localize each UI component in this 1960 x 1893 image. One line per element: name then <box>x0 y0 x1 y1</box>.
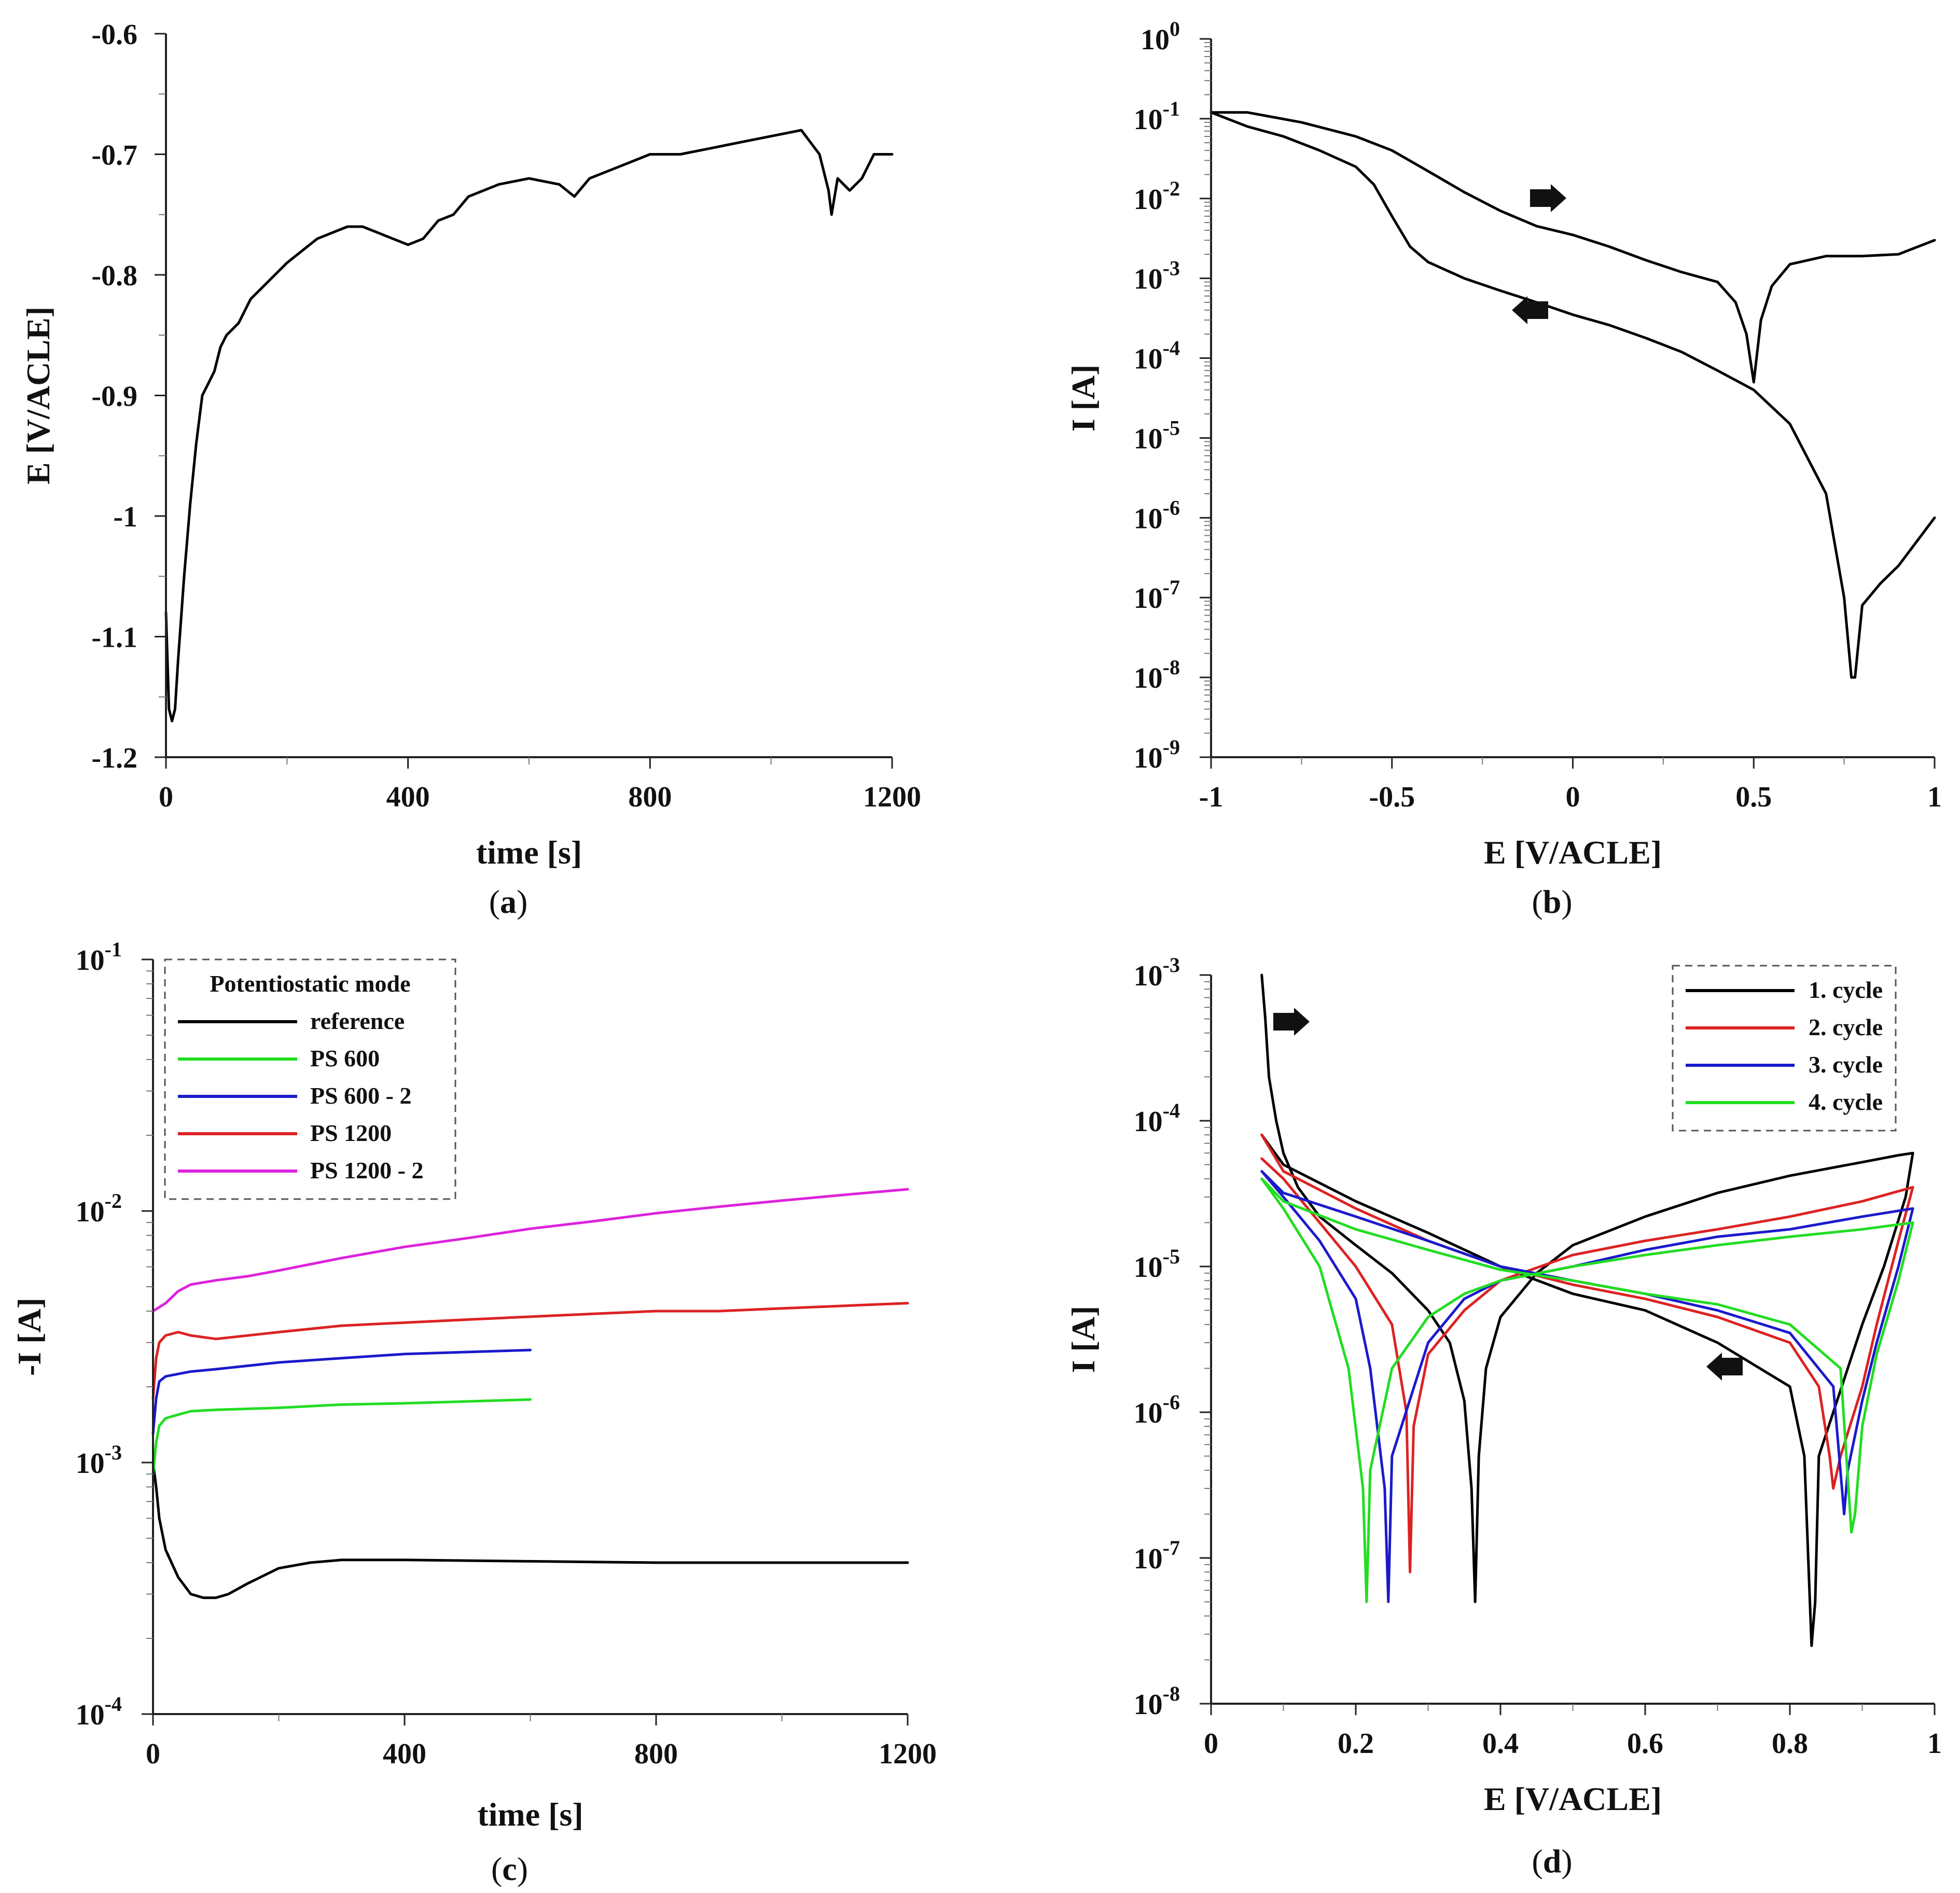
y-tick-label: 10-1 <box>76 938 122 977</box>
chart-a: 0 400 800 1200 -0.6 -0.7 -0.8 -0.9 -1 -1.1 -1.2 tim… <box>20 19 921 920</box>
y-axis-label: -I [A] <box>11 1298 48 1376</box>
y-tick-label: -0.6 <box>91 19 137 51</box>
series-line-1 <box>1210 111 1936 679</box>
y-tick-label: 10-3 <box>1134 257 1180 296</box>
legend-entry: 1. cycle <box>1809 977 1883 1003</box>
series-line-1-cycle <box>1260 973 1914 1647</box>
x-axis-label: time [s] <box>477 1796 583 1833</box>
y-tick-label: 10-1 <box>1134 97 1180 136</box>
legend-entry: reference <box>310 1008 405 1034</box>
x-tick-label: 0.8 <box>1772 1728 1808 1760</box>
panel-label: (d) <box>1532 1843 1572 1880</box>
x-tick-label: 400 <box>386 781 430 813</box>
x-axis-label: time [s] <box>476 834 582 871</box>
y-axis-label: I [A] <box>1065 1306 1102 1373</box>
x-tick-label: 0 <box>1204 1728 1218 1760</box>
x-axis-label: E [V/ACLE] <box>1484 834 1662 871</box>
panel-label: (a) <box>489 883 528 920</box>
legend-entry: 3. cycle <box>1809 1051 1883 1078</box>
legend-entry: 4. cycle <box>1809 1089 1883 1115</box>
y-tick-label: 10-3 <box>76 1441 122 1480</box>
chart-b: -1 -0.5 0 0.5 1 100 10-1 10-2 10-3 10-4 10-5 10-6 10… <box>1065 17 1942 920</box>
y-tick-label: 100 <box>1141 17 1180 56</box>
arrow-left-icon <box>1512 296 1548 324</box>
y-tick-label: 10-9 <box>1134 735 1180 774</box>
y-tick-label: 10-5 <box>1134 416 1180 455</box>
series-line-ps-1200 <box>151 1302 909 1400</box>
y-tick-label: 10-8 <box>1134 1682 1180 1721</box>
y-tick-label: -0.8 <box>91 260 137 292</box>
y-tick-label: -1.2 <box>91 742 137 774</box>
y-tick-label: 10-7 <box>1134 576 1180 615</box>
panel-letter: c <box>502 1850 517 1887</box>
y-tick-label: 10-2 <box>1134 177 1180 216</box>
y-tick-label: 10-4 <box>1134 337 1180 375</box>
y-axis-label: E [V/ACLE] <box>20 307 57 484</box>
panel-letter: a <box>500 883 517 920</box>
chart-d: 0 0.2 0.4 0.6 0.8 1 10-3 10-4 10-5 10-6 10-7 10-8 E … <box>1065 953 1942 1880</box>
legend-entry: 2. cycle <box>1809 1014 1883 1040</box>
x-tick-label: 0.4 <box>1482 1728 1519 1760</box>
x-tick-label: 400 <box>383 1738 426 1770</box>
chart-c: 0 400 800 1200 10-1 10-2 10-3 10-4 time [s] -I [A… <box>11 938 937 1887</box>
x-tick-label: 1 <box>1927 781 1942 813</box>
x-tick-label: -1 <box>1199 781 1224 813</box>
y-tick-label: 10-4 <box>1134 1099 1180 1138</box>
x-tick-label: 800 <box>634 1738 678 1770</box>
panel-label: (c) <box>491 1850 528 1887</box>
legend-entry: PS 1200 <box>310 1120 392 1146</box>
series-line-0 <box>164 129 894 722</box>
series-line-ps-600-2 <box>151 1348 532 1436</box>
series-line-ps-600 <box>151 1398 532 1476</box>
y-tick-label: 10-5 <box>1134 1245 1180 1284</box>
series-line-3-cycle <box>1260 1170 1914 1604</box>
panel-letter: b <box>1543 883 1562 920</box>
legend-title: Potentiostatic mode <box>210 970 410 997</box>
arrow-right-icon <box>1273 1008 1310 1036</box>
y-tick-label: -0.7 <box>91 140 137 172</box>
legend: 1. cycle 2. cycle 3. cycle 4. cycle <box>1672 965 1897 1132</box>
x-tick-label: 0.2 <box>1338 1728 1374 1760</box>
y-tick-label: -1 <box>113 501 137 533</box>
y-tick-label: 10-7 <box>1134 1536 1180 1575</box>
legend-entry: PS 1200 - 2 <box>310 1157 424 1184</box>
legend: Potentiostatic mode reference PS 600 PS 600… <box>164 958 456 1200</box>
y-tick-label: -1.1 <box>91 622 137 654</box>
y-tick-label: 10-2 <box>76 1189 122 1228</box>
y-tick-label: 10-8 <box>1134 656 1180 694</box>
series-line-reference <box>151 1461 909 1599</box>
x-tick-label: 0 <box>146 1738 160 1770</box>
x-tick-label: 0.6 <box>1627 1728 1663 1760</box>
x-tick-label: 1 <box>1927 1728 1942 1760</box>
legend-box <box>164 958 456 1200</box>
x-tick-label: 1200 <box>863 781 921 813</box>
y-axis-label: I [A] <box>1065 365 1102 432</box>
x-tick-label: 0 <box>159 781 173 813</box>
x-axis-label: E [V/ACLE] <box>1484 1780 1662 1817</box>
series-line-ps-1200-2 <box>151 1188 909 1313</box>
arrow-right-icon <box>1530 184 1566 212</box>
panel-label: (b) <box>1532 883 1572 920</box>
x-tick-label: 0 <box>1566 781 1580 813</box>
legend-entry: PS 600 <box>310 1045 380 1071</box>
series-line-4-cycle <box>1260 1177 1914 1604</box>
arrow-left-icon <box>1706 1353 1743 1381</box>
x-tick-label: 0.5 <box>1735 781 1772 813</box>
y-tick-label: 10-6 <box>1134 1390 1180 1429</box>
y-tick-label: -0.9 <box>91 381 137 413</box>
y-tick-label: 10-4 <box>76 1692 122 1731</box>
x-tick-label: 1200 <box>879 1738 937 1770</box>
x-tick-label: 800 <box>628 781 672 813</box>
panel-letter: d <box>1543 1843 1562 1880</box>
legend-entry: PS 600 - 2 <box>310 1082 412 1109</box>
x-tick-label: -0.5 <box>1369 781 1415 813</box>
series-line-0 <box>1210 111 1936 384</box>
y-tick-label: 10-6 <box>1134 496 1180 535</box>
series-line-2-cycle <box>1260 1133 1914 1574</box>
y-tick-label: 10-3 <box>1134 953 1180 992</box>
